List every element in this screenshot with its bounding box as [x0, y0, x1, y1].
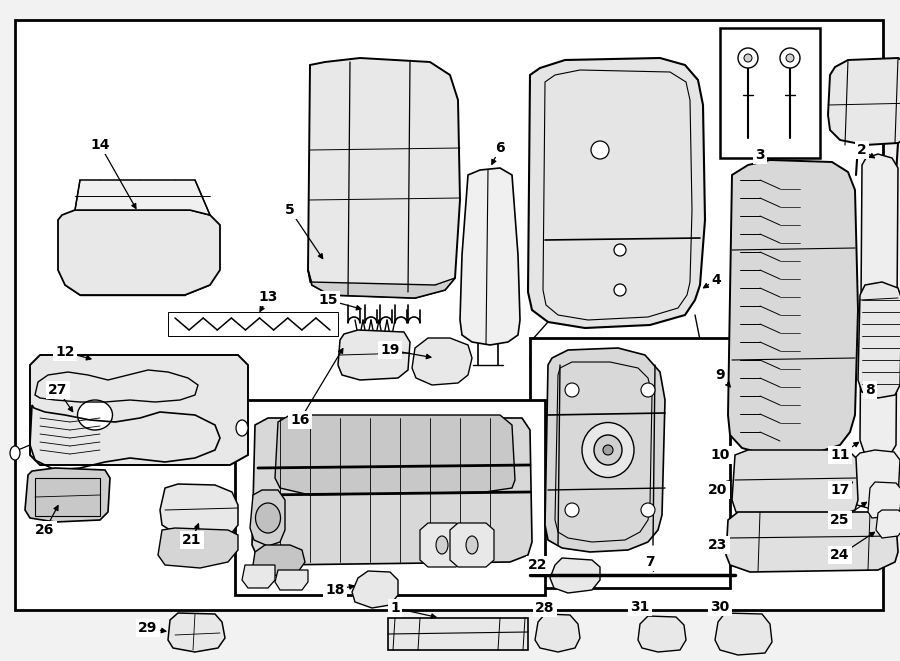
Polygon shape — [853, 450, 900, 510]
Text: 22: 22 — [528, 558, 548, 572]
Text: 8: 8 — [865, 383, 875, 397]
Text: 21: 21 — [182, 533, 202, 547]
Polygon shape — [732, 450, 858, 518]
Polygon shape — [275, 570, 308, 590]
Polygon shape — [460, 168, 520, 345]
Text: 12: 12 — [55, 345, 75, 359]
Bar — [15, 20, 883, 610]
Ellipse shape — [780, 48, 800, 68]
Polygon shape — [638, 616, 686, 652]
Polygon shape — [275, 415, 515, 495]
Text: 16: 16 — [291, 413, 310, 427]
Ellipse shape — [10, 446, 20, 460]
Text: 17: 17 — [831, 483, 850, 497]
Text: 3: 3 — [755, 148, 765, 162]
Polygon shape — [30, 355, 248, 465]
Text: 25: 25 — [830, 513, 850, 527]
Polygon shape — [308, 58, 460, 298]
Polygon shape — [242, 565, 275, 588]
Polygon shape — [868, 482, 900, 518]
Polygon shape — [450, 523, 494, 567]
Text: 26: 26 — [35, 523, 55, 537]
Polygon shape — [528, 58, 705, 328]
Polygon shape — [715, 613, 772, 655]
Text: 5: 5 — [285, 203, 295, 217]
Text: 28: 28 — [536, 601, 554, 615]
Ellipse shape — [744, 54, 752, 62]
Polygon shape — [550, 558, 600, 593]
Ellipse shape — [565, 503, 579, 517]
Polygon shape — [252, 418, 532, 565]
Text: 20: 20 — [708, 483, 728, 497]
Polygon shape — [828, 58, 900, 145]
Polygon shape — [860, 154, 898, 458]
Polygon shape — [25, 468, 110, 522]
Ellipse shape — [641, 503, 655, 517]
Ellipse shape — [594, 435, 622, 465]
Text: 11: 11 — [830, 448, 850, 462]
Ellipse shape — [436, 536, 448, 554]
Polygon shape — [75, 180, 210, 215]
Polygon shape — [158, 528, 238, 568]
Polygon shape — [250, 490, 285, 546]
Polygon shape — [58, 210, 220, 295]
Bar — [388, 618, 528, 650]
Ellipse shape — [256, 503, 281, 533]
Polygon shape — [168, 613, 225, 652]
Bar — [35, 478, 100, 516]
Polygon shape — [412, 338, 472, 385]
Polygon shape — [726, 512, 898, 572]
Ellipse shape — [77, 400, 112, 430]
Polygon shape — [160, 484, 238, 538]
Text: 14: 14 — [90, 138, 110, 152]
Text: 7: 7 — [645, 555, 655, 569]
Ellipse shape — [614, 284, 626, 296]
Ellipse shape — [603, 445, 613, 455]
Bar — [720, 28, 820, 158]
Text: 27: 27 — [49, 383, 68, 397]
Polygon shape — [420, 523, 464, 567]
Text: 4: 4 — [711, 273, 721, 287]
Text: 1: 1 — [390, 601, 400, 615]
Ellipse shape — [591, 141, 609, 159]
Text: 31: 31 — [630, 600, 650, 614]
Text: 9: 9 — [716, 368, 724, 382]
Polygon shape — [338, 330, 410, 380]
Polygon shape — [352, 571, 398, 608]
Ellipse shape — [236, 420, 248, 436]
Polygon shape — [728, 160, 858, 455]
Text: 23: 23 — [708, 538, 728, 552]
Polygon shape — [308, 270, 455, 298]
Text: 19: 19 — [381, 343, 400, 357]
Text: 29: 29 — [139, 621, 158, 635]
Text: 30: 30 — [710, 600, 730, 614]
Text: 15: 15 — [319, 293, 338, 307]
Bar — [530, 338, 730, 588]
Polygon shape — [253, 545, 305, 576]
Ellipse shape — [786, 54, 794, 62]
Polygon shape — [858, 282, 900, 398]
Text: 13: 13 — [258, 290, 278, 304]
Bar — [235, 400, 545, 595]
Text: 6: 6 — [495, 141, 505, 155]
Polygon shape — [545, 348, 665, 552]
Polygon shape — [876, 510, 900, 538]
Ellipse shape — [582, 422, 634, 477]
Text: 24: 24 — [830, 548, 850, 562]
Ellipse shape — [565, 383, 579, 397]
Ellipse shape — [641, 383, 655, 397]
Ellipse shape — [614, 244, 626, 256]
Text: 2: 2 — [857, 143, 867, 157]
Polygon shape — [535, 614, 580, 652]
Text: 10: 10 — [710, 448, 730, 462]
Ellipse shape — [466, 536, 478, 554]
Text: 18: 18 — [325, 583, 345, 597]
Ellipse shape — [738, 48, 758, 68]
